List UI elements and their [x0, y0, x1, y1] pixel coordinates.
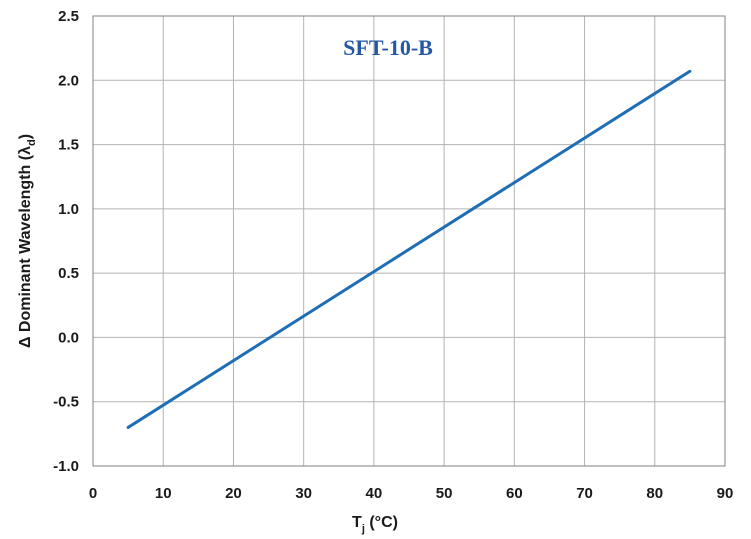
x-tick-label: 30: [295, 485, 312, 502]
x-axis-label-sub: j: [361, 523, 365, 535]
y-tick-label: 1.0: [58, 201, 79, 218]
series-layer: [126, 69, 692, 429]
y-tick-label: 2.0: [58, 72, 79, 89]
x-axis-label: Tj (°C): [352, 514, 398, 535]
x-tick-label: 20: [225, 485, 242, 502]
x-tick-label: 10: [155, 485, 172, 502]
plot-frame: [92, 15, 726, 467]
x-axis-label-rest: (°C): [365, 514, 398, 531]
series-line-0: [126, 69, 692, 429]
x-tick-labels: 0 10 20 30 40 50 60 70 80 90: [89, 485, 734, 502]
y-tick-label: 2.5: [58, 8, 79, 25]
y-tick-label: -1.0: [53, 458, 79, 475]
x-tick-label: 40: [366, 485, 383, 502]
y-axis-label-main: Δ Dominant Wavelength (λ: [17, 146, 34, 348]
x-tick-label: 80: [646, 485, 663, 502]
y-axis-label-sub: d: [26, 139, 38, 146]
y-tick-label: 0.5: [58, 265, 79, 282]
y-tick-label: 1.5: [58, 137, 79, 154]
x-axis-label-main: T: [352, 514, 362, 531]
axes: [92, 15, 726, 467]
y-axis-label-rest: ): [17, 134, 34, 139]
x-tick-label: 90: [717, 485, 734, 502]
x-tick-label: 50: [436, 485, 453, 502]
y-axis-label: Δ Dominant Wavelength (λd): [17, 134, 38, 348]
y-tick-label: 0.0: [58, 329, 79, 346]
x-tick-label: 0: [89, 485, 97, 502]
grid-lines: [92, 15, 726, 467]
y-tick-label: -0.5: [53, 394, 79, 411]
x-tick-label: 70: [576, 485, 593, 502]
y-tick-labels: -1.0 -0.5 0.0 0.5 1.0 1.5 2.0 2.5: [53, 8, 79, 475]
x-tick-label: 60: [506, 485, 523, 502]
chart-annotation: SFT-10-B: [343, 35, 433, 60]
